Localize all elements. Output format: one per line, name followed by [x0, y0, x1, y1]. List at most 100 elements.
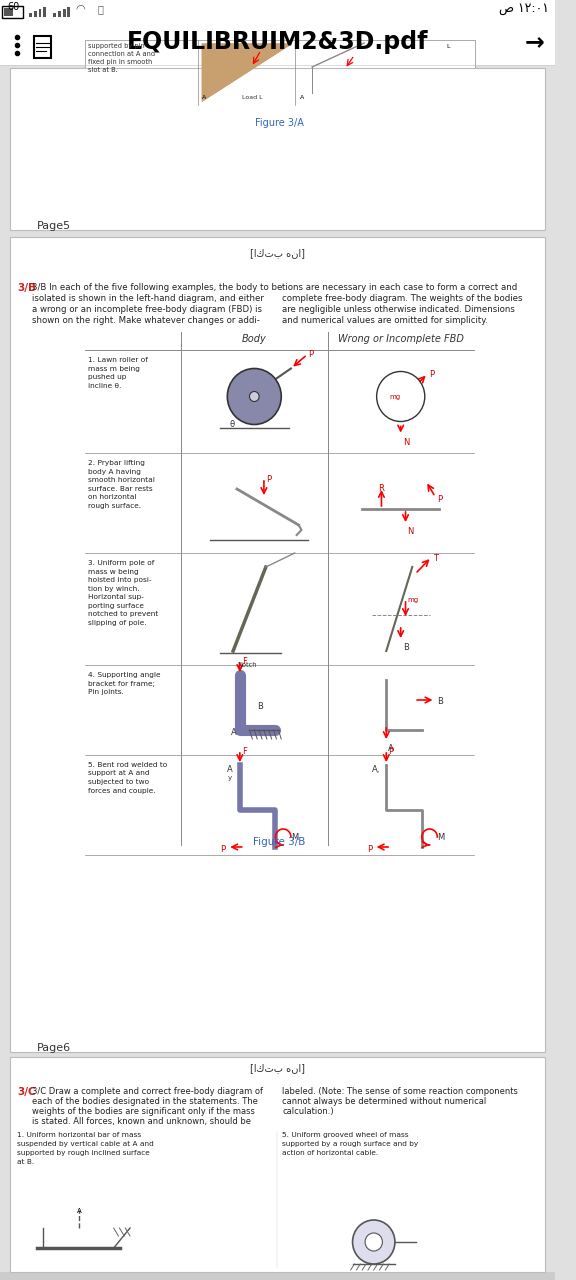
Text: action of horizontal cable.: action of horizontal cable.: [282, 1149, 378, 1156]
Text: 3. Uniform pole of: 3. Uniform pole of: [88, 561, 154, 566]
Text: 4. Supporting angle: 4. Supporting angle: [88, 672, 160, 678]
Text: EQUILIBRUIM2&3D.pdf: EQUILIBRUIM2&3D.pdf: [127, 29, 428, 54]
Text: M: M: [291, 833, 298, 842]
Bar: [10, 237, 545, 1052]
Text: suspended by vertical cable at A and: suspended by vertical cable at A and: [17, 1140, 154, 1147]
Text: shown on the right. Make whatever changes or addi-: shown on the right. Make whatever change…: [32, 316, 260, 325]
Text: Notch: Notch: [237, 662, 256, 668]
Bar: [0, 0, 555, 26]
Text: 3/C: 3/C: [17, 1087, 36, 1097]
Bar: [34, 36, 51, 58]
Text: bracket for frame;: bracket for frame;: [88, 681, 154, 686]
Text: slipping of pole.: slipping of pole.: [88, 620, 146, 626]
Bar: [34, 12, 37, 17]
Text: R: R: [378, 484, 384, 493]
Text: mass m being: mass m being: [88, 366, 139, 371]
Text: smooth horizontal: smooth horizontal: [88, 477, 154, 483]
Bar: [63, 9, 66, 17]
Text: tions are necessary in each case to form a correct and: tions are necessary in each case to form…: [282, 283, 517, 292]
Text: body A having: body A having: [88, 468, 141, 475]
Text: on horizontal: on horizontal: [88, 494, 136, 500]
Text: fixed pin in smooth: fixed pin in smooth: [88, 59, 152, 65]
Text: N: N: [407, 527, 414, 536]
Text: P: P: [388, 748, 393, 756]
Text: P: P: [308, 349, 313, 358]
Text: [اكتب هنا]: [اكتب هنا]: [250, 248, 305, 259]
Bar: [219, 470, 239, 495]
Bar: [85, 332, 474, 845]
Text: ص ۱۲:۰۱: ص ۱۲:۰۱: [499, 3, 549, 15]
Text: support at A and: support at A and: [88, 771, 149, 777]
Text: and numerical values are omitted for simplicity.: and numerical values are omitted for sim…: [282, 316, 488, 325]
Text: 1. Lawn roller of: 1. Lawn roller of: [88, 357, 147, 364]
Text: M: M: [437, 833, 445, 842]
Bar: [10, 68, 545, 230]
Text: Load L: Load L: [242, 95, 263, 100]
Text: rough surface.: rough surface.: [88, 503, 141, 508]
Text: slot at B.: slot at B.: [88, 67, 118, 73]
Text: 60: 60: [7, 3, 20, 12]
Text: Wrong or Incomplete FBD: Wrong or Incomplete FBD: [338, 334, 464, 344]
Polygon shape: [202, 44, 291, 101]
Bar: [43, 6, 46, 17]
Text: porting surface: porting surface: [88, 603, 143, 608]
Text: P: P: [430, 370, 435, 379]
Text: N: N: [403, 438, 409, 447]
Text: 3/B In each of the five following examples, the body to be: 3/B In each of the five following exampl…: [32, 283, 282, 292]
Text: Figure 3/A: Figure 3/A: [255, 118, 304, 128]
Text: isolated is shown in the left-hand diagram, and either: isolated is shown in the left-hand diagr…: [32, 294, 264, 303]
Text: y: y: [228, 774, 232, 781]
Bar: [39, 9, 41, 17]
Circle shape: [365, 1233, 382, 1251]
Text: is stated. All forces, known and unknown, should be: is stated. All forces, known and unknown…: [32, 1117, 251, 1126]
Text: 1. Uniform horizontal bar of mass: 1. Uniform horizontal bar of mass: [17, 1132, 142, 1138]
Text: A: A: [231, 728, 237, 737]
Text: a wrong or an incomplete free-body diagram (FBD) is: a wrong or an incomplete free-body diagr…: [32, 305, 262, 314]
Text: supported by a rough surface and by: supported by a rough surface and by: [282, 1140, 419, 1147]
Text: incline θ.: incline θ.: [88, 383, 121, 389]
Bar: [2, 6, 23, 18]
Text: ⏰: ⏰: [97, 4, 103, 14]
Text: mg: mg: [407, 596, 419, 603]
Text: Page5: Page5: [37, 221, 71, 230]
Circle shape: [228, 369, 281, 425]
Text: θ: θ: [229, 420, 234, 429]
Text: A: A: [300, 95, 304, 100]
Bar: [58, 12, 60, 17]
Text: P: P: [437, 495, 442, 504]
Text: weights of the bodies are significant only if the mass: weights of the bodies are significant on…: [32, 1107, 255, 1116]
Bar: [67, 6, 70, 17]
Text: subjected to two: subjected to two: [88, 780, 149, 785]
Text: hoisted into posi-: hoisted into posi-: [88, 577, 151, 582]
Text: P: P: [220, 845, 225, 854]
Text: B: B: [403, 643, 408, 652]
Text: 3/C Draw a complete and correct free-body diagram of: 3/C Draw a complete and correct free-bod…: [32, 1087, 263, 1096]
Bar: [205, 1066, 351, 1080]
Text: forces and couple.: forces and couple.: [88, 787, 156, 794]
Text: mg: mg: [389, 393, 400, 399]
Text: mass w being: mass w being: [88, 568, 138, 575]
Bar: [0, 1272, 555, 1280]
Text: pushed up: pushed up: [88, 374, 126, 380]
Text: A: A: [77, 1208, 82, 1213]
Text: F: F: [242, 748, 247, 756]
Text: are negligible unless otherwise indicated. Dimensions: are negligible unless otherwise indicate…: [282, 305, 515, 314]
Text: Horizontal sup-: Horizontal sup-: [88, 594, 143, 600]
Text: surface. Bar rests: surface. Bar rests: [88, 485, 152, 492]
Bar: [85, 40, 475, 105]
Text: 3/B: 3/B: [17, 283, 36, 293]
Text: B: B: [437, 698, 443, 707]
Text: supported by rough inclined surface: supported by rough inclined surface: [17, 1149, 150, 1156]
Text: A,: A,: [372, 765, 380, 774]
Text: Pin joints.: Pin joints.: [88, 689, 123, 695]
Text: 5. Bent rod welded to: 5. Bent rod welded to: [88, 762, 167, 768]
Text: Figure 3/B: Figure 3/B: [253, 837, 305, 847]
Text: →: →: [525, 29, 544, 54]
Text: Body: Body: [242, 334, 267, 344]
Circle shape: [377, 371, 425, 421]
Bar: [0, 26, 555, 65]
Text: P: P: [266, 475, 271, 484]
Text: A: A: [228, 765, 233, 774]
Text: A: A: [202, 95, 207, 100]
Text: Page6: Page6: [37, 1043, 71, 1053]
